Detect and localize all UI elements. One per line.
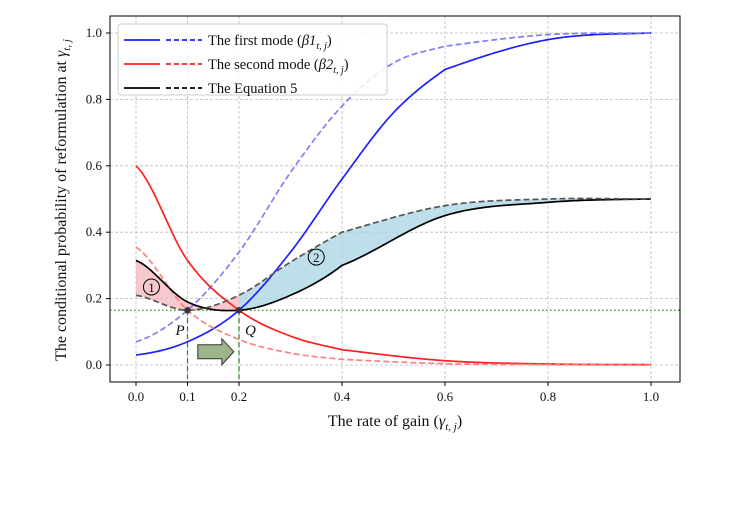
arrow-right-icon — [197, 337, 235, 366]
x-axis-label: The rate of gain (γt, j) — [328, 413, 462, 433]
annotations: P Q 1 2 — [142, 248, 325, 366]
series-line-beta1-dashed — [135, 32, 652, 343]
region-marker — [307, 248, 325, 266]
series-lines — [135, 32, 652, 366]
x-tick-label: 0.6 — [437, 389, 454, 404]
series-line-beta1-solid — [135, 32, 652, 356]
shaded-regions — [136, 198, 651, 311]
legend-box — [117, 23, 388, 96]
y-tick-label: 0.8 — [86, 91, 102, 106]
legend-label: The Equation 5 — [208, 81, 297, 97]
region-label: 1 — [148, 280, 155, 295]
y-tick-label: 0.0 — [86, 357, 102, 372]
region-label: 2 — [313, 250, 320, 265]
y-tick-label: 1.0 — [86, 25, 102, 40]
legend: The first mode (β1t, j) The second mode (… — [117, 23, 388, 97]
ticks: 0.0 0.1 0.2 0.4 0.6 0.8 1.0 0.0 0.2 0.4 0.6 0.8 1.0 — [86, 25, 659, 404]
region-marker — [142, 278, 160, 296]
x-tick-label: 0.1 — [179, 389, 195, 404]
series-line-eq5-dashed — [135, 197, 652, 312]
x-tick-label: 0.8 — [540, 389, 556, 404]
y-tick-label: 0.2 — [86, 291, 102, 306]
y-axis-label: The conditional probability of reformula… — [53, 39, 73, 361]
x-tick-label: 0.4 — [334, 389, 351, 404]
series-line-beta2-dashed — [135, 246, 652, 366]
y-tick-label: 0.6 — [86, 158, 103, 173]
plot-frame — [109, 15, 681, 383]
legend-label: The first mode (β1t, j) — [208, 33, 332, 52]
point-label: P — [175, 323, 185, 339]
shaded-region — [136, 260, 239, 311]
legend-label: The second mode (β2t, j) — [208, 57, 349, 76]
point-P — [184, 307, 191, 314]
x-tick-label: 1.0 — [643, 389, 659, 404]
point-Q — [235, 307, 243, 314]
series-line-eq5-solid — [135, 198, 652, 312]
y-tick-label: 0.4 — [86, 224, 103, 239]
series-line-beta2-solid — [135, 165, 652, 366]
point-label: Q — [245, 323, 256, 339]
x-tick-label: 0.2 — [231, 389, 247, 404]
x-tick-label: 0.0 — [128, 389, 144, 404]
reference-lines — [110, 309, 680, 382]
